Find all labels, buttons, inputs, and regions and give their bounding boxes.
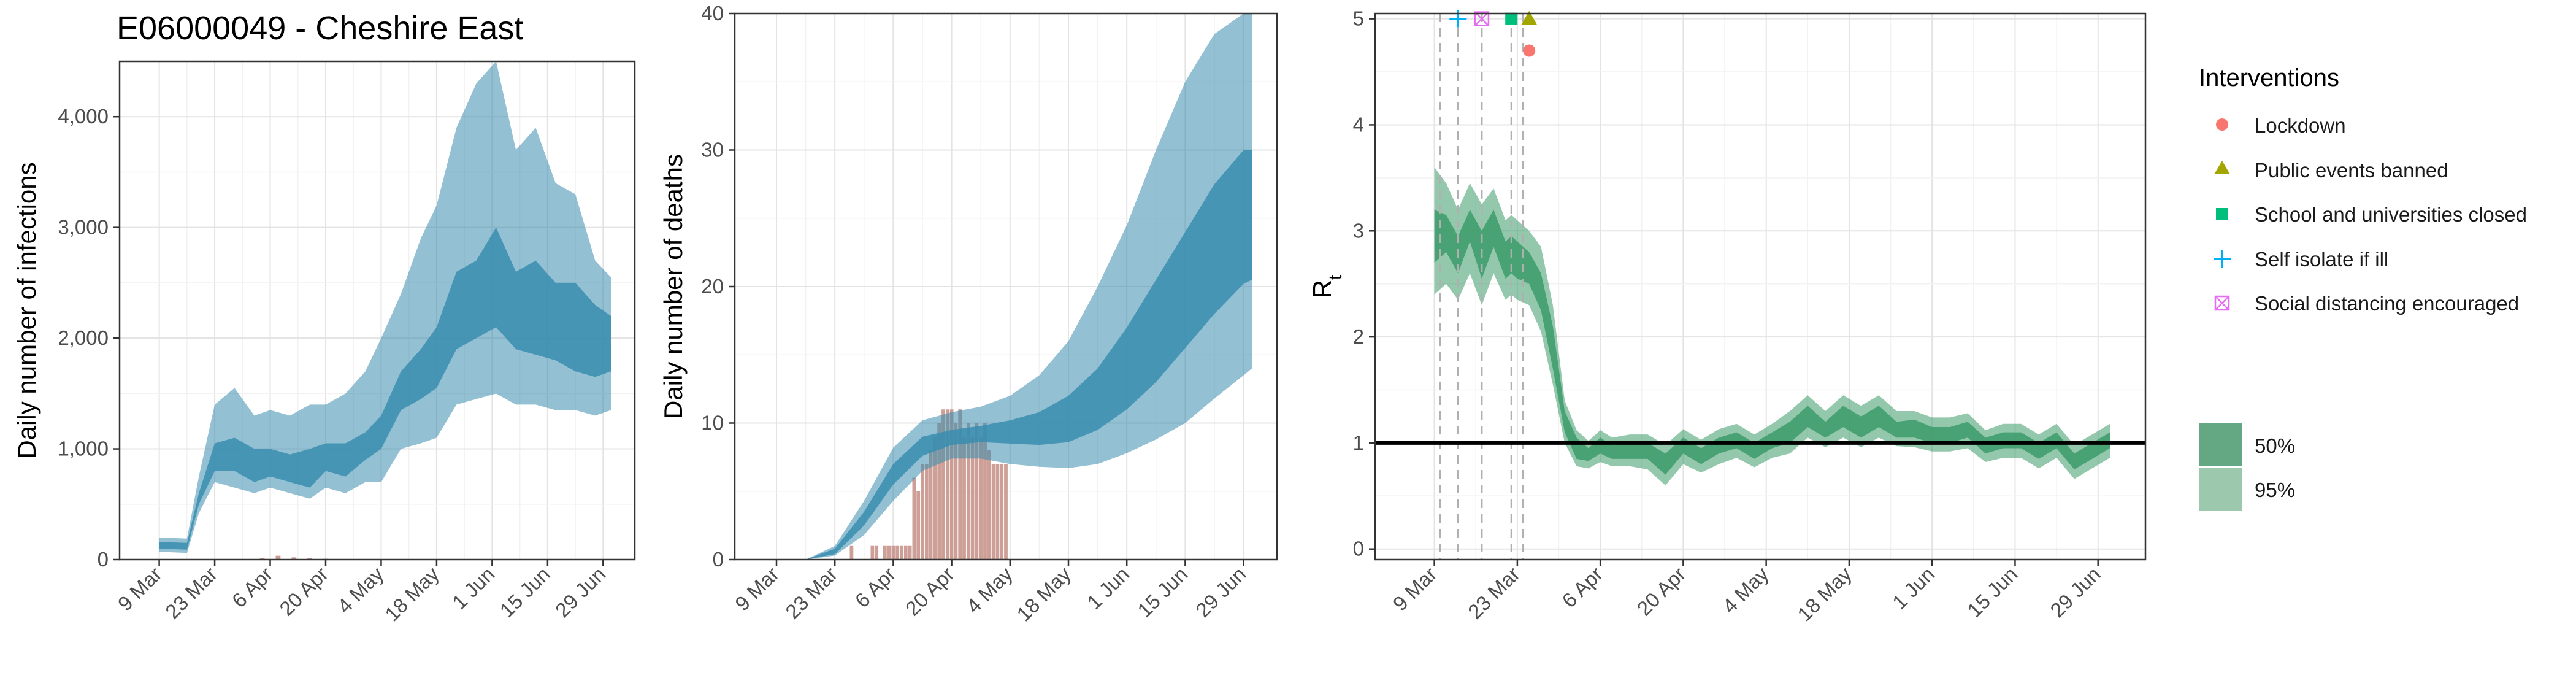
y-tick-label: 1,000: [58, 437, 109, 460]
y-tick-label: 20: [701, 275, 724, 298]
data-bar: [966, 423, 970, 560]
data-bar: [883, 545, 887, 560]
square-icon: [2216, 208, 2228, 220]
y-tick-label: 2,000: [58, 326, 109, 349]
data-bar: [1000, 464, 1004, 560]
data-bar: [958, 409, 962, 560]
data-bar: [954, 423, 958, 560]
y-tick-label: 10: [701, 412, 724, 434]
triangle-icon: [1521, 10, 1538, 25]
data-bar: [975, 423, 979, 560]
panel-border: [1374, 12, 2147, 561]
legend-item-95: 95%: [2255, 479, 2295, 501]
band-95: [159, 61, 611, 553]
triangle-icon: [2214, 161, 2230, 174]
data-bar: [900, 545, 903, 560]
y-tick-label: 5: [1353, 7, 1364, 30]
y-tick-label: 2: [1353, 325, 1364, 348]
data-bar: [921, 464, 924, 560]
data-bar: [983, 423, 987, 560]
data-bar: [259, 558, 265, 560]
band-50-swatch: [2199, 423, 2242, 466]
data-bar: [924, 464, 929, 560]
legend: Interventions Lockdown Public events ban…: [2199, 64, 2527, 511]
data-bar: [979, 436, 983, 560]
square-icon: [1505, 12, 1518, 25]
data-bar: [291, 557, 297, 560]
data-bar: [933, 436, 937, 560]
y-tick-label: 40: [701, 2, 724, 25]
circle-icon: [1523, 44, 1536, 57]
data-bar: [912, 477, 916, 560]
plot-background: [1375, 13, 2145, 560]
data-bar: [903, 545, 908, 560]
data-bar: [937, 423, 941, 560]
legend-item-self-isolate: Self isolate if ill: [2255, 248, 2388, 271]
boxed-x-icon: [2214, 295, 2230, 311]
data-bar: [1004, 464, 1008, 560]
legend-item-public-events-banned: Public events banned: [2255, 159, 2448, 182]
y-axis-label-subscript: t: [1325, 274, 1346, 280]
data-bar: [929, 450, 933, 560]
data-bar: [891, 545, 895, 560]
data-bar: [887, 545, 891, 560]
y-tick-label: 0: [713, 548, 724, 571]
band-50: [776, 150, 1252, 560]
legend-item-schools-closed: School and universities closed: [2255, 203, 2527, 226]
data-bar: [916, 491, 921, 560]
y-axis-label: Daily number of deaths: [659, 154, 688, 419]
data-bar: [941, 409, 945, 560]
data-bar: [987, 450, 991, 560]
data-bar: [949, 409, 954, 560]
data-bar: [275, 555, 281, 560]
figure-title: E06000049 - Cheshire East: [117, 10, 523, 47]
boxed-x-icon: [1474, 11, 1490, 26]
y-tick-label: 0: [98, 548, 109, 571]
y-tick-label: 4: [1353, 113, 1364, 136]
y-tick-label: 3: [1353, 219, 1364, 242]
panel-border: [118, 60, 636, 561]
band-95: [776, 13, 1252, 560]
data-bar: [991, 464, 995, 560]
circle-icon: [2216, 118, 2228, 131]
legend-item-lockdown: Lockdown: [2255, 114, 2346, 137]
data-bar: [875, 545, 879, 560]
y-tick-label: 3,000: [58, 216, 109, 239]
data-bar: [970, 436, 975, 560]
data-bar: [908, 545, 912, 560]
legend-item-social-distancing: Social distancing encouraged: [2255, 292, 2519, 315]
data-bar: [995, 464, 1000, 560]
band-50: [159, 227, 611, 550]
plus-icon: [2214, 250, 2231, 268]
data-bar: [962, 436, 966, 560]
band-50: [1434, 209, 2110, 475]
y-tick-label: 0: [1353, 538, 1364, 560]
data-bar: [945, 409, 949, 560]
gridlines: [1375, 13, 2145, 560]
y-tick-label: 30: [701, 139, 724, 161]
y-tick-label: 1: [1353, 431, 1364, 454]
data-bar: [895, 545, 900, 560]
data-bar: [870, 545, 875, 560]
y-axis-label: Daily number of infections: [12, 162, 41, 458]
data-bar: [849, 545, 854, 560]
legend-title: Interventions: [2199, 64, 2339, 91]
band-95-swatch: [2199, 468, 2242, 511]
y-tick-label: 4,000: [58, 105, 109, 128]
legend-item-50: 50%: [2255, 434, 2295, 457]
